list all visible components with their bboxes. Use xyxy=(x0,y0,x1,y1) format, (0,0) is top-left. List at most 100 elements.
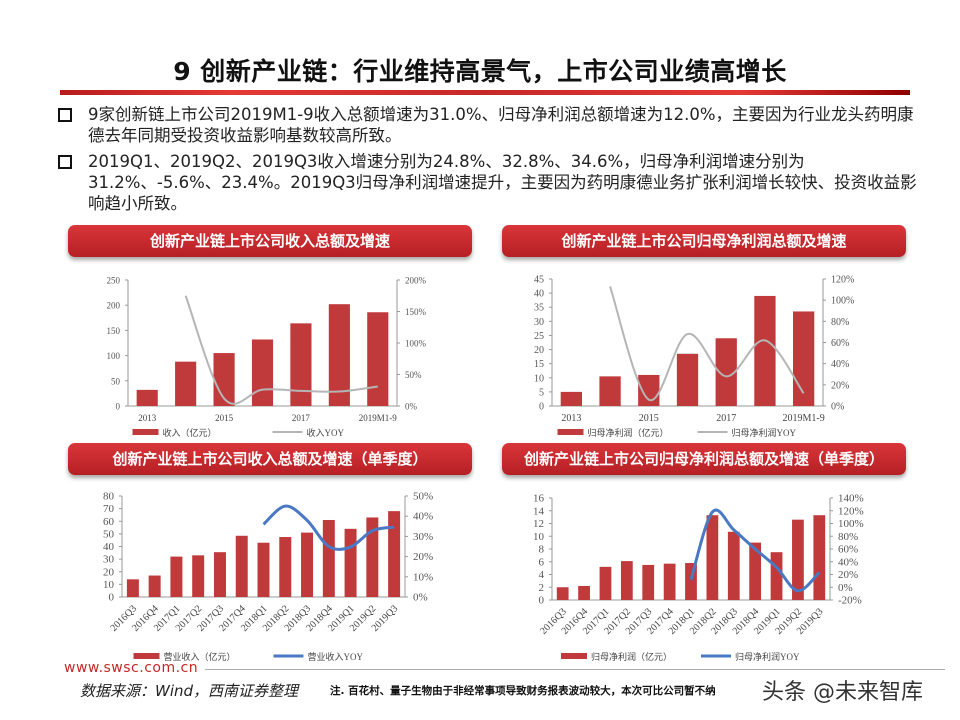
bar xyxy=(175,361,197,406)
bullet-text: 2019Q1、2019Q2、2019Q3收入增速分别为24.8%、32.8%、3… xyxy=(88,152,917,213)
legend-line-label: 归母净利润YOY xyxy=(735,651,800,662)
y-tick-label: 5 xyxy=(539,387,544,398)
bar xyxy=(642,564,655,600)
bar xyxy=(213,552,226,597)
legend-line-label: 归母净利润YOY xyxy=(732,427,797,438)
y-tick-label: 10 xyxy=(533,531,545,543)
y2-tick-label: 50% xyxy=(413,491,433,503)
data-source: 数据来源：Wind，西南证券整理 xyxy=(80,682,299,700)
bar xyxy=(235,535,248,597)
y-tick-label: 80 xyxy=(103,491,115,503)
bar xyxy=(126,579,139,597)
bar xyxy=(792,519,804,600)
bar xyxy=(578,585,590,600)
yoy-line xyxy=(609,286,805,401)
bar xyxy=(599,376,621,406)
y-tick-label: 30 xyxy=(103,554,115,566)
y-tick-label: 30 xyxy=(534,317,544,328)
bar xyxy=(251,339,274,406)
y2-tick-label: -20% xyxy=(838,595,862,607)
y2-tick-label: 120% xyxy=(838,505,864,517)
legend-bar-swatch xyxy=(132,429,159,435)
legend-bar-label: 归母净利润（亿元） xyxy=(588,427,669,438)
footnote: 注. 百花村、量子生物由于非经常事项导致财务报表波动较大，本次可比公司暂不纳 xyxy=(330,685,716,697)
bar xyxy=(170,556,183,597)
website-label: www.swsc.com.cn xyxy=(64,660,199,676)
y-tick-label: 70 xyxy=(103,503,115,515)
bar xyxy=(813,515,826,600)
bar xyxy=(290,323,312,406)
legend-bar-label: 收入（亿元） xyxy=(163,427,217,438)
title-divider xyxy=(60,90,910,95)
bar xyxy=(556,587,569,600)
y-tick-label: 250 xyxy=(107,276,121,286)
legend-bar-swatch xyxy=(557,429,584,435)
y-tick-label: 45 xyxy=(534,275,544,286)
yoy-line xyxy=(689,508,821,593)
legend-bar-swatch xyxy=(561,653,587,659)
bar xyxy=(279,537,292,597)
y-tick-label: 0 xyxy=(539,402,544,413)
bar xyxy=(560,391,583,406)
bar xyxy=(136,389,158,406)
y2-tick-label: 100% xyxy=(838,518,864,530)
y-tick-label: 10 xyxy=(103,579,115,591)
y2-tick-label: 60% xyxy=(831,338,849,349)
bar xyxy=(599,566,612,600)
y2-tick-label: 20% xyxy=(831,380,849,391)
y2-tick-label: 20% xyxy=(413,551,433,563)
bar xyxy=(322,519,335,597)
legend-bar-swatch xyxy=(133,653,160,659)
footer-divider xyxy=(205,669,945,670)
y2-tick-label: 80% xyxy=(831,317,849,328)
bar xyxy=(148,575,161,597)
y2-tick-label: 50% xyxy=(405,370,422,380)
chart-title-revenue: 创新产业链上市公司收入总额及增速 xyxy=(68,225,472,257)
x-tick-label: 2017 xyxy=(292,413,311,423)
yoy-line xyxy=(262,504,395,551)
y-tick-label: 50 xyxy=(103,528,115,540)
y-tick-label: 0 xyxy=(116,402,121,412)
x-tick-label: 2013 xyxy=(138,413,157,423)
y-tick-label: 50 xyxy=(111,376,121,386)
y-tick-label: 0 xyxy=(539,595,545,607)
y-tick-label: 6 xyxy=(539,556,545,568)
y-tick-label: 15 xyxy=(534,359,544,370)
y2-tick-label: 120% xyxy=(831,275,854,286)
x-tick-label: 2017 xyxy=(716,413,736,424)
y2-tick-label: 0% xyxy=(831,402,844,413)
bar xyxy=(257,542,270,597)
y2-tick-label: 150% xyxy=(405,307,427,317)
y2-tick-label: 60% xyxy=(838,544,858,556)
watermark: 头条 @未来智库 xyxy=(762,674,923,706)
y2-tick-label: 40% xyxy=(838,556,858,568)
y2-tick-label: 0% xyxy=(838,582,853,594)
bar xyxy=(366,517,379,597)
y-tick-label: 35 xyxy=(534,303,544,314)
y-tick-label: 150 xyxy=(107,326,121,336)
bar xyxy=(663,563,676,600)
chart-title-profit-quarterly: 创新产业链上市公司归母净利润总额及增速（单季度） xyxy=(502,443,906,475)
y-tick-label: 2 xyxy=(539,582,545,594)
y2-tick-label: 40% xyxy=(413,511,433,523)
y2-tick-label: 0% xyxy=(413,592,428,604)
x-tick-label: 2015 xyxy=(215,413,234,423)
chart-0: 0 50 100 150 200 250 0% 50% 100% 150% 200% 2013 2015… xyxy=(107,276,427,439)
yoy-line xyxy=(184,295,378,405)
bar xyxy=(715,338,737,406)
legend-line-label: 收入YOY xyxy=(307,427,345,438)
bullet-list: 9家创新链上市公司2019M1-9收入总额增速为31.0%、归母净利润总额增速为… xyxy=(52,104,922,219)
bar xyxy=(770,552,783,600)
legend-bar-label: 归母净利润（亿元） xyxy=(591,651,672,662)
y2-tick-label: 80% xyxy=(838,531,858,543)
y-tick-label: 20 xyxy=(103,566,115,578)
legend-bar-label: 营业收入（亿元） xyxy=(164,651,236,662)
bullet-text: 9家创新链上市公司2019M1-9收入总额增速为31.0%、归母净利润总额增速为… xyxy=(88,105,914,145)
bullet-item: 2019Q1、2019Q2、2019Q3收入增速分别为24.8%、32.8%、3… xyxy=(52,151,922,214)
y-tick-label: 200 xyxy=(107,301,121,311)
y2-tick-label: 100% xyxy=(831,296,854,307)
y-tick-label: 12 xyxy=(533,518,544,530)
bar xyxy=(367,312,389,406)
